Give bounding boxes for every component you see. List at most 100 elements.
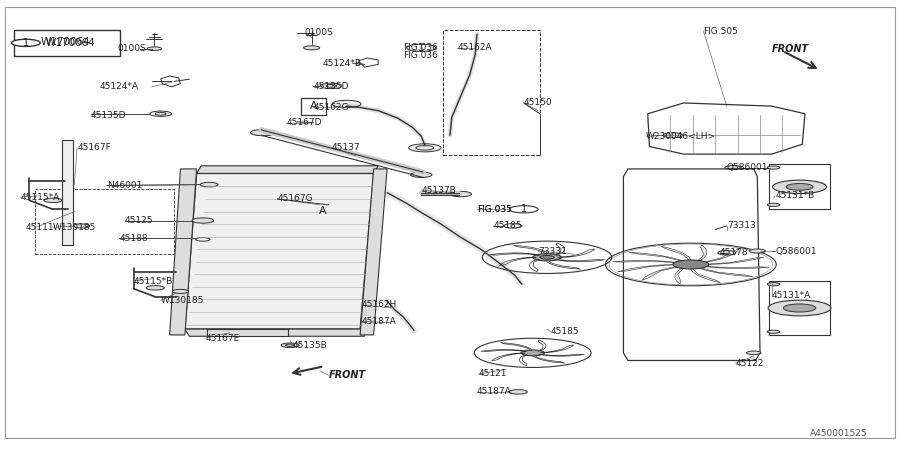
Text: FIG.035: FIG.035	[477, 205, 512, 214]
Text: FIG.036: FIG.036	[403, 43, 438, 52]
Ellipse shape	[148, 47, 161, 50]
Ellipse shape	[74, 224, 90, 228]
Ellipse shape	[663, 133, 683, 138]
Ellipse shape	[320, 83, 342, 89]
Polygon shape	[491, 353, 525, 361]
Text: 45162H: 45162H	[362, 300, 397, 309]
Ellipse shape	[44, 198, 62, 202]
Text: 45167G: 45167G	[277, 194, 313, 203]
Ellipse shape	[768, 300, 831, 316]
Text: 45111: 45111	[26, 223, 55, 232]
Text: 45135B: 45135B	[292, 341, 328, 350]
Text: FRONT: FRONT	[771, 44, 809, 54]
Polygon shape	[500, 342, 532, 351]
Polygon shape	[702, 257, 764, 265]
Ellipse shape	[509, 206, 538, 213]
Polygon shape	[541, 345, 573, 353]
Ellipse shape	[192, 218, 213, 223]
Ellipse shape	[767, 330, 779, 333]
Ellipse shape	[718, 251, 736, 255]
Ellipse shape	[409, 144, 441, 152]
Polygon shape	[617, 265, 680, 272]
Text: 45115*B: 45115*B	[134, 277, 173, 286]
Text: 45162A: 45162A	[457, 43, 491, 52]
Polygon shape	[514, 245, 547, 255]
Text: FIG.035: FIG.035	[477, 205, 512, 214]
Text: 45121: 45121	[479, 369, 508, 378]
Polygon shape	[539, 354, 584, 356]
Text: W130185: W130185	[160, 296, 204, 305]
Text: 45125: 45125	[125, 216, 153, 225]
Polygon shape	[700, 266, 770, 269]
Bar	[443, 30, 540, 155]
Ellipse shape	[303, 46, 320, 50]
Text: 73313: 73313	[727, 221, 755, 230]
Ellipse shape	[767, 203, 779, 207]
Polygon shape	[538, 340, 546, 351]
Ellipse shape	[540, 256, 554, 259]
Polygon shape	[697, 267, 753, 277]
Ellipse shape	[332, 100, 361, 108]
Text: 45124*B: 45124*B	[322, 59, 362, 68]
Text: 45187A: 45187A	[477, 387, 512, 396]
Ellipse shape	[533, 254, 562, 261]
Text: 1: 1	[520, 204, 526, 214]
Ellipse shape	[410, 172, 432, 177]
Ellipse shape	[725, 166, 742, 170]
Text: 0100S: 0100S	[304, 28, 333, 37]
Ellipse shape	[172, 289, 188, 293]
Ellipse shape	[147, 286, 164, 290]
Polygon shape	[558, 249, 595, 257]
Bar	[207, 329, 288, 336]
Polygon shape	[662, 246, 691, 262]
Polygon shape	[628, 252, 686, 262]
Polygon shape	[547, 260, 580, 269]
Ellipse shape	[12, 39, 40, 46]
Polygon shape	[554, 243, 564, 256]
Text: 45187A: 45187A	[362, 317, 397, 326]
Ellipse shape	[200, 182, 218, 187]
Ellipse shape	[281, 343, 299, 347]
Polygon shape	[500, 257, 536, 266]
Text: 0100S: 0100S	[118, 44, 147, 53]
Ellipse shape	[767, 166, 779, 169]
Ellipse shape	[783, 304, 815, 312]
Polygon shape	[358, 58, 378, 67]
Bar	[769, 164, 830, 209]
Text: A: A	[319, 206, 326, 216]
Text: 45115*A: 45115*A	[21, 193, 59, 202]
Text: FIG.505: FIG.505	[704, 27, 738, 36]
Polygon shape	[613, 261, 681, 263]
Polygon shape	[529, 259, 539, 272]
Text: FIG.036: FIG.036	[403, 51, 438, 60]
Bar	[35, 189, 174, 254]
Ellipse shape	[195, 238, 210, 241]
Polygon shape	[648, 103, 805, 154]
Text: W130185: W130185	[53, 223, 96, 232]
Text: Q586001: Q586001	[775, 247, 817, 256]
Ellipse shape	[772, 180, 826, 194]
Text: 1: 1	[418, 43, 424, 53]
Text: 45135D: 45135D	[313, 82, 349, 91]
Ellipse shape	[521, 350, 544, 356]
Ellipse shape	[250, 130, 275, 136]
Polygon shape	[160, 76, 180, 87]
Text: 45167D: 45167D	[286, 118, 322, 127]
Ellipse shape	[786, 184, 813, 190]
Bar	[62, 140, 73, 245]
Polygon shape	[169, 169, 196, 335]
Polygon shape	[554, 259, 605, 262]
Text: W230046<LH>: W230046<LH>	[646, 132, 716, 141]
Ellipse shape	[746, 351, 760, 355]
Polygon shape	[184, 173, 374, 329]
Text: 1: 1	[22, 38, 29, 48]
Polygon shape	[519, 355, 527, 366]
Text: 45137: 45137	[331, 144, 360, 153]
Text: FRONT: FRONT	[328, 370, 365, 380]
Ellipse shape	[150, 111, 171, 117]
Ellipse shape	[673, 260, 709, 269]
Text: 45137B: 45137B	[421, 185, 456, 194]
Text: 45167F: 45167F	[77, 144, 111, 153]
Text: 45162G: 45162G	[313, 103, 349, 112]
Polygon shape	[481, 350, 526, 351]
